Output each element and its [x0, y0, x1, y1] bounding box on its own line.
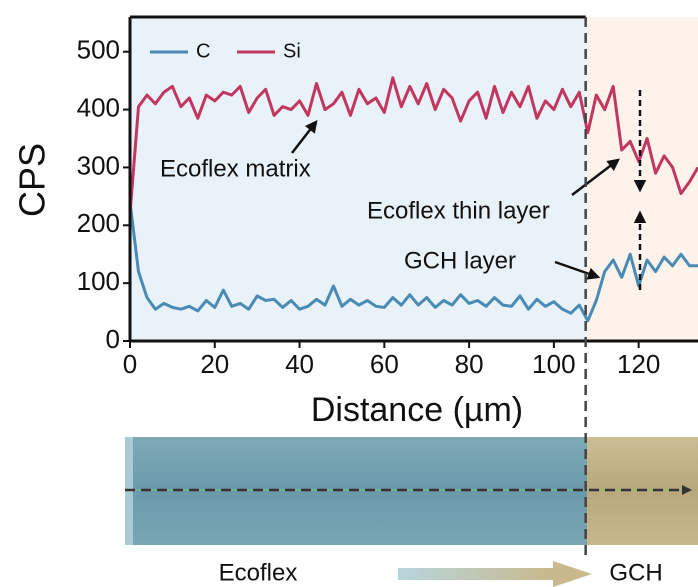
micrograph-strip: Ecoflex GCH	[125, 437, 698, 587]
gradient-arrow-head	[553, 561, 592, 587]
x-tick-label: 60	[370, 349, 399, 379]
y-tick-label: 400	[77, 92, 120, 122]
gradient-arrow-body	[398, 568, 553, 580]
region-gch	[586, 17, 698, 341]
annotation: Ecoflex matrix	[160, 155, 311, 182]
annotation: GCH layer	[404, 247, 516, 274]
y-tick-label: 0	[106, 324, 120, 354]
x-tick-label: 80	[455, 349, 484, 379]
y-tick-label: 100	[77, 266, 120, 296]
y-axis-title: CPS	[12, 143, 53, 217]
y-tick-label: 500	[77, 35, 120, 65]
x-tick-label: 0	[123, 349, 137, 379]
chart: 0 20 40 60 80 100 120 0 100 200 300 400 500 C Si Ecofl…	[0, 0, 698, 587]
legend-label: Si	[283, 40, 301, 62]
annotation: Ecoflex thin layer	[367, 197, 550, 224]
legend-label: C	[196, 40, 210, 62]
x-tick-label: 120	[617, 349, 660, 379]
x-tick-label: 20	[200, 349, 229, 379]
x-tick-label: 40	[285, 349, 314, 379]
strip-label: GCH	[609, 559, 662, 586]
x-axis-title: Distance (µm)	[311, 391, 523, 429]
y-tick-label: 200	[77, 208, 120, 238]
strip-label: Ecoflex	[219, 559, 298, 586]
x-tick-label: 100	[532, 349, 575, 379]
y-tick-label: 300	[77, 150, 120, 180]
